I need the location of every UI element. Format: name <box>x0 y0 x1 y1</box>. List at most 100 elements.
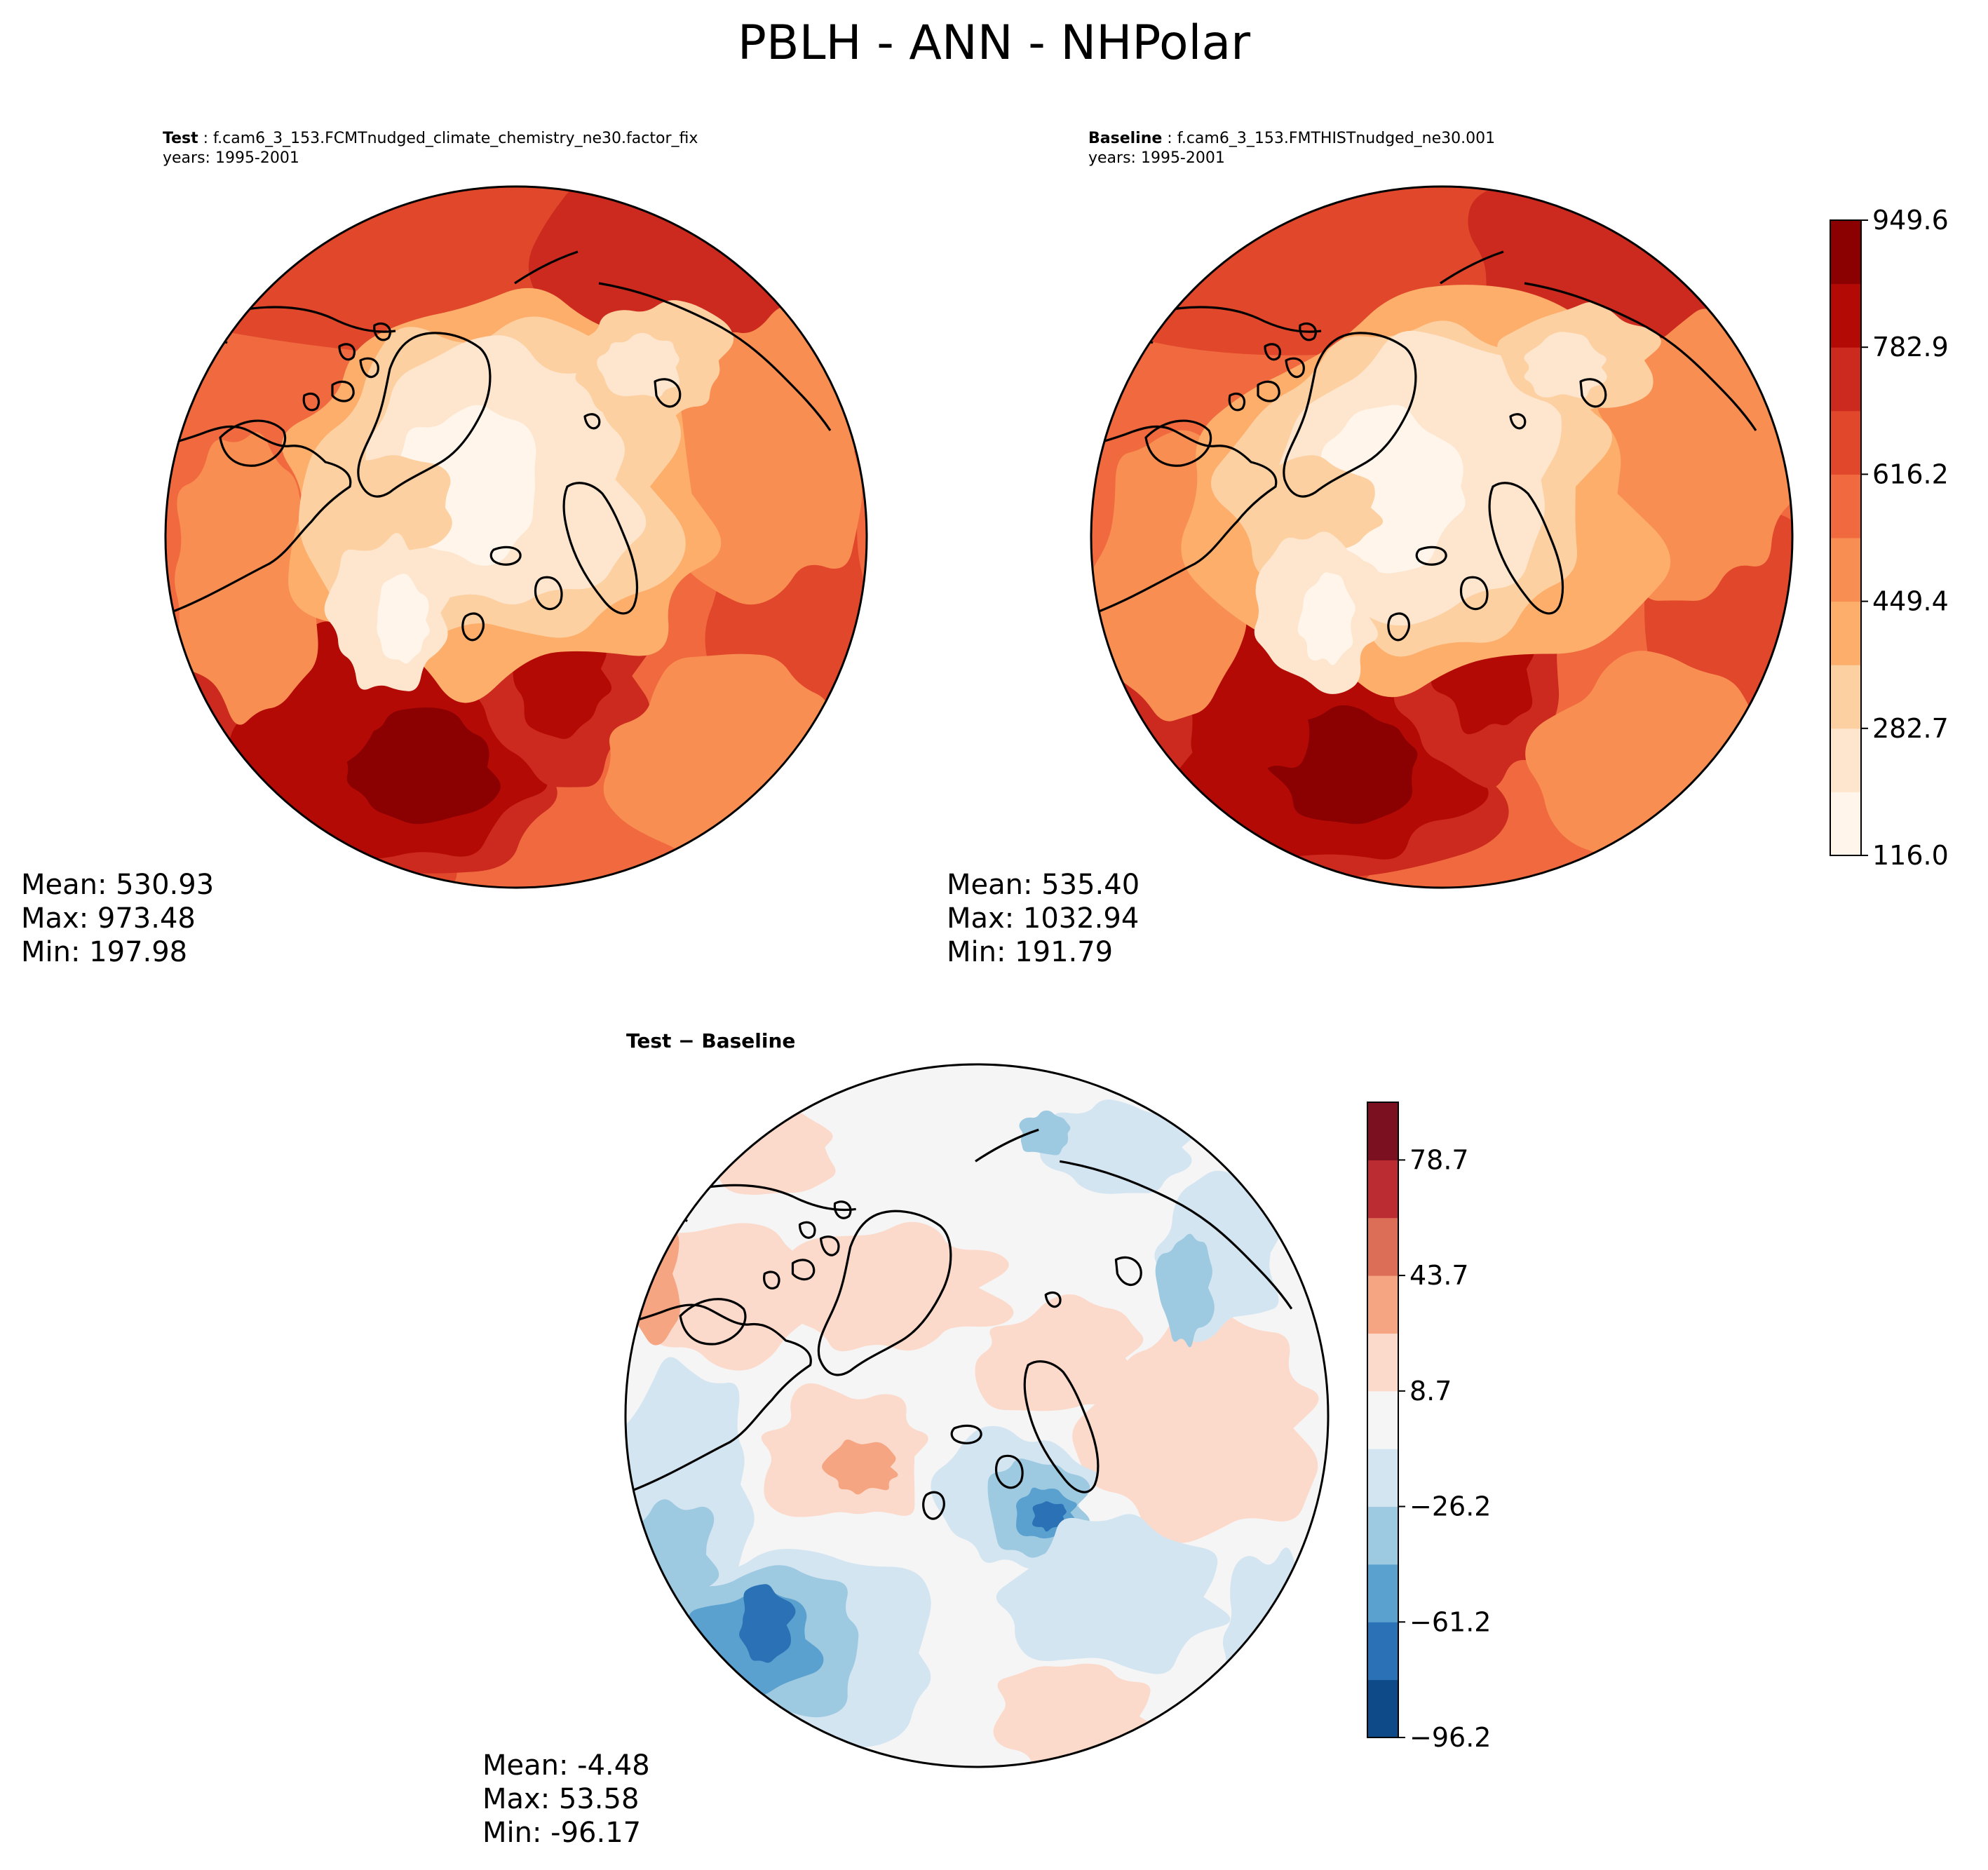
coastline <box>950 1424 982 1444</box>
baseline-polar-map <box>1090 185 1794 889</box>
test-polar-map <box>164 185 868 889</box>
diff-polar-map <box>624 1063 1330 1768</box>
test-years: years: 1995-2001 <box>163 149 299 167</box>
diff-mean: Mean: -4.48 <box>482 1749 650 1782</box>
diff-min: Min: -96.17 <box>482 1817 642 1849</box>
test-label: Test <box>163 130 198 147</box>
abs-colorbar-band <box>1830 220 1861 285</box>
diff-contour-region <box>1222 1547 1328 1723</box>
coastline <box>1524 282 1757 431</box>
abs-colorbar-tick-label: 282.7 <box>1872 713 1949 744</box>
abs-colorbar-tick-label: 782.9 <box>1872 332 1949 363</box>
baseline-max: Max: 1032.94 <box>947 902 1140 935</box>
coastline <box>1283 332 1417 498</box>
abs-colorbar: 116.0 282.7 449.4 616.2 782.9 949.6 <box>1830 205 1949 871</box>
coastline <box>1114 1256 1142 1286</box>
diff-colorbar-tick-label: 43.7 <box>1409 1260 1469 1291</box>
diff-colorbar-tick-label: 78.7 <box>1409 1144 1469 1175</box>
diff-colorbar-tick-label: −26.2 <box>1409 1491 1491 1522</box>
coastline <box>302 392 320 412</box>
diff-max: Max: 53.58 <box>482 1783 640 1815</box>
diff-contour-region <box>626 1223 840 1371</box>
coastline <box>234 306 396 333</box>
abs-colorbar-band <box>1830 474 1861 538</box>
coastline <box>694 1184 856 1212</box>
coastline <box>359 357 379 378</box>
diff-colorbar-tick-label: −61.2 <box>1409 1606 1491 1637</box>
baseline-label: Baseline <box>1088 130 1163 147</box>
coastline <box>1387 612 1410 642</box>
diff-colorbar-frame <box>1367 1102 1399 1738</box>
figure-title: PBLH - ANN - NHPolar <box>737 15 1251 71</box>
coastline <box>1257 380 1280 402</box>
coastline <box>975 1128 1039 1163</box>
diff-colorbar-band <box>1367 1506 1398 1565</box>
test-max: Max: 973.48 <box>21 902 196 935</box>
diff-contour-region <box>739 1584 796 1663</box>
coastline <box>654 378 682 408</box>
diff-colorbar-band <box>1367 1160 1398 1219</box>
coastline <box>819 1235 840 1256</box>
baseline-stats: Mean: 535.40 Max: 1032.94 Min: 191.79 <box>947 868 1140 969</box>
diff-stats: Mean: -4.48 Max: 53.58 Min: -96.17 <box>482 1749 650 1850</box>
coastline <box>763 1271 780 1290</box>
diff-title: Test − Baseline <box>626 1029 796 1052</box>
test-contour-region <box>377 574 430 664</box>
coastline <box>1059 1160 1293 1310</box>
diff-contour-region <box>975 1294 1144 1411</box>
baseline-map-boundary <box>1090 185 1794 889</box>
coastline <box>357 332 492 498</box>
test-contour-region <box>306 455 452 553</box>
test-map-boundary <box>164 185 868 889</box>
coastline <box>1488 482 1564 615</box>
diff-colorbar-band <box>1367 1333 1398 1392</box>
coastline <box>1579 378 1607 408</box>
test-contour-region <box>175 432 328 725</box>
coastline <box>1044 1291 1062 1308</box>
coastline <box>373 322 391 341</box>
coastline <box>994 1454 1024 1489</box>
test-mean: Mean: 530.93 <box>21 869 215 901</box>
abs-colorbar-frame <box>1830 219 1862 856</box>
diff-colorbar-band <box>1367 1275 1398 1334</box>
coastline <box>798 1221 816 1239</box>
diff-colorbar-band <box>1367 1102 1398 1160</box>
diff-contour-region <box>1155 1233 1215 1348</box>
diff-contour-region <box>1032 1099 1198 1194</box>
test-stats: Mean: 530.93 Max: 973.48 Min: 197.98 <box>21 868 214 969</box>
abs-colorbar-band <box>1830 665 1861 729</box>
test-subtitle: Test : f.cam6_3_153.FCMTnudged_climate_c… <box>163 130 698 167</box>
baseline-mean: Mean: 535.40 <box>947 869 1140 901</box>
coastline <box>791 1259 816 1281</box>
diff-colorbar-band <box>1367 1390 1398 1449</box>
diff-colorbar-band <box>1367 1622 1398 1681</box>
diff-contour-region <box>1072 1307 1319 1543</box>
coastline <box>1415 546 1447 566</box>
test-case: f.cam6_3_153.FCMTnudged_climate_chemistr… <box>213 130 698 147</box>
diff-contour-region <box>822 1439 898 1495</box>
coastline <box>461 612 485 642</box>
coastline <box>514 250 579 285</box>
baseline-contour-region <box>1524 332 1607 399</box>
coastline <box>331 380 355 402</box>
abs-colorbar-tick-label: 116.0 <box>1872 840 1949 871</box>
diff-colorbar-band <box>1367 1679 1398 1738</box>
abs-colorbar-tick-label: 449.4 <box>1872 586 1949 617</box>
coastline <box>598 282 832 431</box>
abs-colorbar-band <box>1830 601 1861 665</box>
coastline <box>1159 306 1322 333</box>
diff-map-boundary <box>624 1063 1330 1768</box>
abs-colorbar-band <box>1830 347 1861 412</box>
abs-colorbar-band <box>1830 792 1861 856</box>
coastline <box>219 419 287 467</box>
baseline-case: f.cam6_3_153.FMTHISTnudged_ne30.001 <box>1177 130 1496 147</box>
diff-colorbar-band <box>1367 1449 1398 1507</box>
baseline-contour-region <box>1229 455 1384 555</box>
coastline <box>1440 250 1504 285</box>
diff-contour-region <box>996 1514 1231 1674</box>
baseline-subtitle: Baseline : f.cam6_3_153.FMTHISTnudged_ne… <box>1088 130 1496 167</box>
baseline-contour-region <box>1297 572 1355 665</box>
abs-colorbar-band <box>1830 283 1861 348</box>
coastline <box>1299 322 1317 341</box>
test-contour-region <box>344 707 501 825</box>
